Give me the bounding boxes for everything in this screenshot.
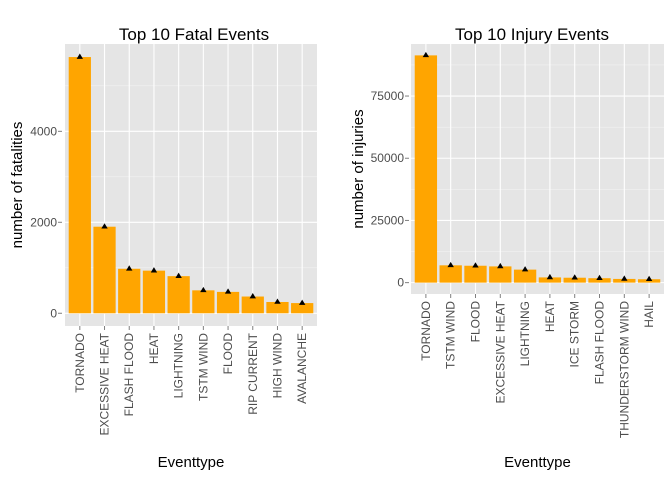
bar bbox=[538, 277, 562, 283]
category-label: TSTM WIND bbox=[196, 333, 210, 401]
bar bbox=[93, 226, 116, 314]
bar bbox=[266, 301, 289, 314]
y-tick-label: 4000 bbox=[30, 124, 57, 138]
point-marker bbox=[621, 275, 628, 281]
bar bbox=[588, 278, 611, 283]
category-label: FLASH FLOOD bbox=[593, 301, 607, 385]
category-label: AVALANCHE bbox=[295, 333, 309, 404]
point-marker bbox=[497, 262, 504, 269]
y-tick-label: 50000 bbox=[371, 151, 405, 165]
bar bbox=[464, 265, 487, 283]
chart-title: Top 10 Injury Events bbox=[455, 25, 609, 44]
plot-panel bbox=[411, 44, 664, 294]
point-marker bbox=[596, 274, 603, 281]
category-label: TSTM WIND bbox=[444, 301, 458, 369]
bar bbox=[192, 290, 215, 314]
point-marker bbox=[249, 293, 256, 299]
category-label: EXCESSIVE HEAT bbox=[493, 300, 507, 403]
category-label: FLASH FLOOD bbox=[122, 333, 136, 417]
category-label: FLOOD bbox=[468, 301, 482, 343]
point-marker bbox=[175, 272, 182, 278]
point-marker bbox=[224, 288, 232, 294]
bar bbox=[118, 268, 141, 314]
bar bbox=[414, 55, 438, 283]
bar bbox=[439, 265, 462, 283]
category-label: EXCESSIVE HEAT bbox=[98, 332, 112, 435]
category-label: ICE STORM bbox=[568, 301, 582, 367]
point-marker bbox=[645, 275, 653, 282]
x-axis-title: Eventtype bbox=[158, 454, 225, 471]
y-tick-label: 25000 bbox=[371, 213, 405, 227]
y-tick-label: 2000 bbox=[30, 215, 57, 229]
point-marker bbox=[472, 262, 479, 268]
category-label: FLOOD bbox=[221, 333, 235, 375]
point-marker bbox=[200, 286, 207, 293]
point-marker bbox=[126, 265, 133, 271]
point-marker bbox=[521, 266, 529, 272]
y-axis-title: number of fatalities bbox=[9, 122, 26, 249]
bar bbox=[513, 269, 537, 283]
category-label: THUNDERSTORM WIND bbox=[617, 301, 631, 438]
point-marker bbox=[150, 267, 158, 273]
bar bbox=[613, 278, 636, 283]
y-tick-label: 0 bbox=[397, 276, 404, 290]
point-marker bbox=[76, 53, 84, 59]
bar bbox=[241, 296, 264, 314]
injuries-chart: Top 10 Injury Events Eventtype number of… bbox=[350, 25, 664, 471]
point-marker bbox=[298, 299, 306, 305]
y-tick-label: 0 bbox=[50, 306, 57, 320]
fatalities-chart: Top 10 Fatal Events Eventtype number of … bbox=[9, 25, 317, 471]
point-marker bbox=[546, 273, 554, 280]
category-label: TORNADO bbox=[419, 301, 433, 361]
category-label: RIP CURRENT bbox=[246, 332, 260, 414]
category-label: LIGHTNING bbox=[172, 333, 186, 398]
bar bbox=[563, 277, 586, 283]
bar bbox=[68, 57, 91, 314]
category-label: TORNADO bbox=[73, 333, 87, 393]
y-tick-label: 75000 bbox=[371, 89, 405, 103]
y-axis-title: number of injuries bbox=[350, 109, 367, 228]
point-marker bbox=[447, 261, 454, 268]
category-label: HEAT bbox=[147, 332, 161, 364]
bar bbox=[216, 291, 240, 314]
bar bbox=[291, 303, 314, 314]
point-marker bbox=[274, 298, 281, 304]
point-marker bbox=[571, 274, 578, 280]
category-label: HAIL bbox=[642, 301, 656, 328]
category-label: LIGHTNING bbox=[518, 301, 532, 366]
category-label: HEAT bbox=[543, 300, 557, 332]
point-marker bbox=[101, 223, 108, 229]
category-label: HIGH WIND bbox=[270, 333, 284, 399]
chart-title: Top 10 Fatal Events bbox=[119, 25, 269, 44]
x-axis-title: Eventtype bbox=[504, 454, 571, 471]
bar bbox=[489, 266, 512, 283]
bar bbox=[142, 270, 166, 314]
bar bbox=[167, 276, 190, 314]
point-marker bbox=[422, 51, 430, 58]
